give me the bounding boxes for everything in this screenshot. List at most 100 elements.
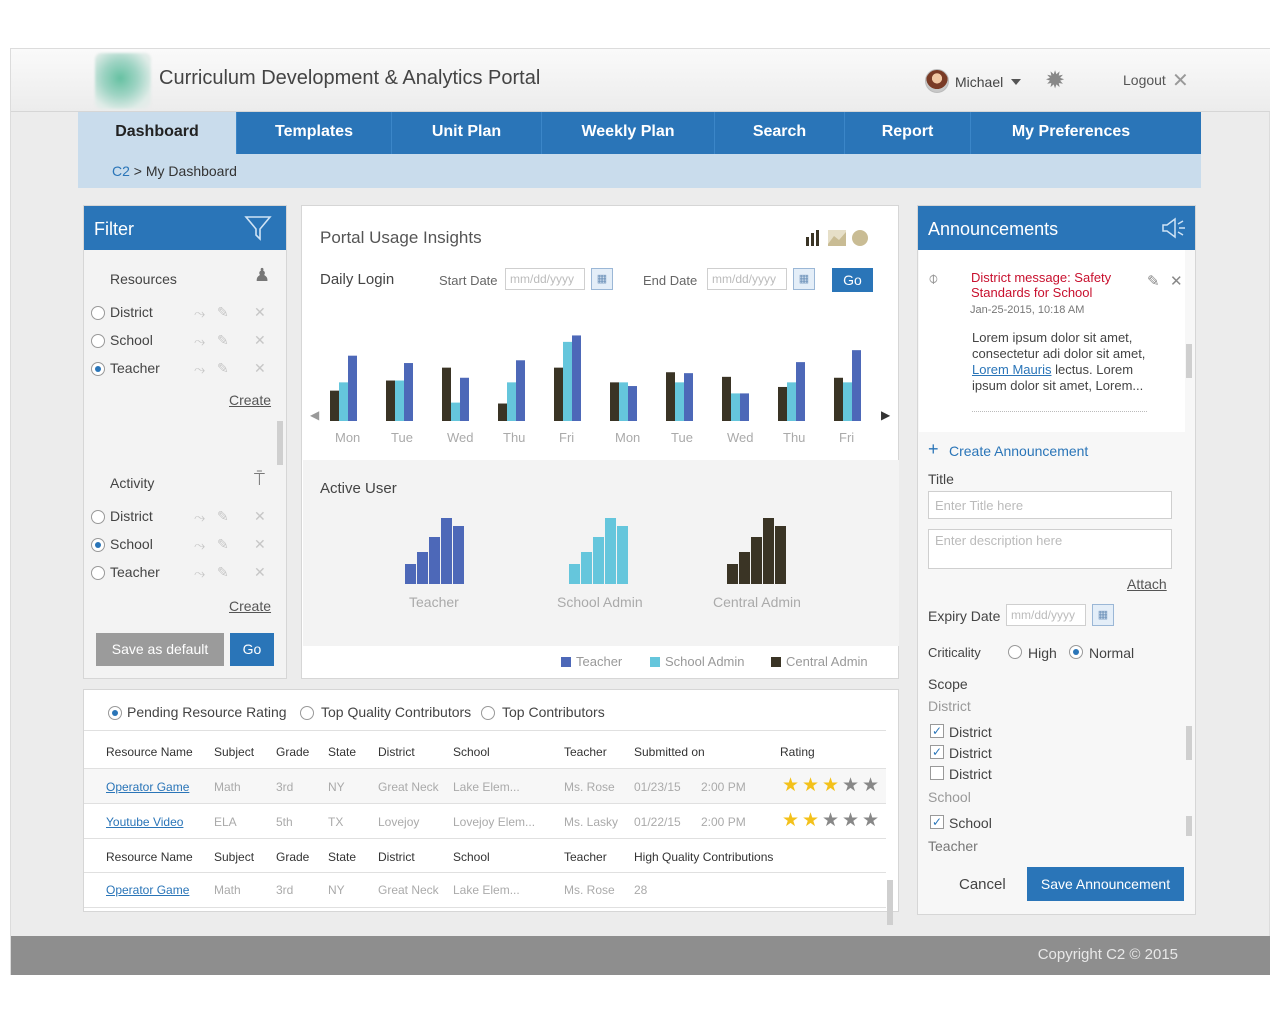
tab-top-contributors[interactable]: Top Contributors: [502, 704, 605, 720]
chevron-left-icon[interactable]: ◀: [310, 408, 320, 422]
filter-scrollbar[interactable]: [277, 421, 283, 465]
district-checkbox-2[interactable]: ✓: [930, 745, 944, 759]
edit-icon[interactable]: ✎: [217, 536, 229, 552]
star-icon[interactable]: ★: [822, 775, 840, 796]
nav-unit-plan[interactable]: Unit Plan: [392, 112, 542, 154]
close-icon[interactable]: ✕: [1170, 273, 1183, 290]
share-icon[interactable]: ⤳: [194, 537, 206, 553]
save-announcement-button[interactable]: Save Announcement: [1027, 867, 1184, 901]
star-icon[interactable]: ★: [842, 775, 860, 796]
activity-create-link[interactable]: Create: [229, 598, 272, 614]
district-checkbox-1[interactable]: ✓: [930, 724, 944, 738]
cancel-button[interactable]: Cancel: [959, 876, 1006, 893]
save-as-default-button[interactable]: Save as default: [96, 633, 224, 666]
delete-icon[interactable]: ✕: [254, 508, 266, 524]
title-input[interactable]: Enter Title here: [928, 491, 1172, 519]
message-link[interactable]: Lorem Mauris: [972, 362, 1052, 377]
tab-pending-resource-rating[interactable]: Pending Resource Rating: [127, 704, 287, 720]
filter-icon[interactable]: [244, 215, 272, 241]
chart-type-switcher[interactable]: [804, 228, 870, 248]
criticality-radio-high[interactable]: [1008, 645, 1022, 659]
insights-go-button[interactable]: Go: [832, 268, 873, 292]
share-icon[interactable]: ⤳: [194, 565, 206, 581]
daily-bar-teacher-1: [404, 363, 413, 421]
plus-icon[interactable]: +: [928, 439, 939, 459]
delete-icon[interactable]: ✕: [254, 332, 266, 348]
resources-radio-teacher[interactable]: [91, 362, 105, 376]
tab-top-quality-contributors[interactable]: Top Quality Contributors: [321, 704, 472, 720]
activity-radio-district[interactable]: [91, 510, 105, 524]
star-icon[interactable]: ★: [782, 775, 800, 796]
district-checkbox-3[interactable]: [930, 766, 944, 780]
star-icon[interactable]: ★: [842, 810, 860, 831]
user-name[interactable]: Michael: [955, 74, 1004, 90]
star-icon[interactable]: ★: [802, 775, 820, 796]
tab-radio-pending-rating[interactable]: [108, 706, 122, 720]
expiry-date-input[interactable]: mm/dd/yyyy: [1006, 604, 1086, 626]
nav-templates[interactable]: Templates: [237, 112, 392, 154]
delete-icon[interactable]: ✕: [254, 360, 266, 376]
share-icon[interactable]: ⤳: [194, 333, 206, 349]
cell-grade: 3rd: [276, 780, 294, 794]
chevron-down-icon[interactable]: [1011, 79, 1021, 85]
message-scrollbar[interactable]: [1186, 344, 1192, 378]
star-icon[interactable]: ★: [802, 810, 820, 831]
edit-icon[interactable]: ✎: [1147, 273, 1160, 290]
delete-icon[interactable]: ✕: [254, 304, 266, 320]
edit-icon[interactable]: ✎: [217, 332, 229, 348]
close-icon[interactable]: ✕: [1172, 70, 1189, 92]
user-avatar[interactable]: [925, 69, 949, 93]
legend-label: Central Admin: [786, 654, 868, 669]
nav-my-preferences[interactable]: My Preferences: [1011, 123, 1131, 140]
scope-scrollbar[interactable]: [1186, 726, 1192, 760]
chevron-right-icon[interactable]: ▶: [881, 408, 891, 422]
activity-radio-teacher[interactable]: [91, 566, 105, 580]
resource-name-link[interactable]: Operator Game: [106, 780, 190, 794]
create-announcement-link[interactable]: Create Announcement: [949, 443, 1089, 459]
table-row[interactable]: [84, 804, 886, 838]
activity-radio-school[interactable]: [91, 538, 105, 552]
edit-icon[interactable]: ✎: [217, 508, 229, 524]
tab-radio-top-contributors[interactable]: [481, 706, 495, 720]
star-icon[interactable]: ★: [862, 775, 880, 796]
calendar-icon[interactable]: ▦: [591, 268, 613, 290]
calendar-icon[interactable]: ▦: [1092, 604, 1114, 626]
nav-weekly-plan[interactable]: Weekly Plan: [542, 112, 715, 154]
resource-name-link[interactable]: Operator Game: [106, 883, 190, 897]
criticality-radio-normal[interactable]: [1069, 645, 1083, 659]
school-checkbox-1[interactable]: ✓: [930, 815, 944, 829]
resources-radio-district[interactable]: [91, 306, 105, 320]
tab-radio-top-quality[interactable]: [300, 706, 314, 720]
delete-icon[interactable]: ✕: [254, 564, 266, 580]
share-icon[interactable]: ⤳: [194, 305, 206, 321]
star-icon[interactable]: ★: [862, 810, 880, 831]
share-icon[interactable]: ⤳: [194, 509, 206, 525]
gear-icon[interactable]: ✹: [1045, 67, 1066, 94]
delete-icon[interactable]: ✕: [254, 536, 266, 552]
scope-scrollbar-lower[interactable]: [1186, 816, 1192, 836]
daily-bar-school-admin-3: [507, 382, 516, 421]
attach-link[interactable]: Attach: [1127, 576, 1167, 592]
start-date-input[interactable]: mm/dd/yyyy: [505, 268, 585, 290]
star-icon[interactable]: ★: [782, 810, 800, 831]
message-title[interactable]: District message: Safety Standards for S…: [971, 270, 1112, 300]
resource-name-link[interactable]: Youtube Video: [106, 815, 184, 829]
resources-radio-school[interactable]: [91, 334, 105, 348]
calendar-icon[interactable]: ▦: [793, 268, 815, 290]
share-icon[interactable]: ⤳: [194, 361, 206, 377]
edit-icon[interactable]: ✎: [217, 304, 229, 320]
breadcrumb-root[interactable]: C2: [112, 163, 130, 179]
edit-icon[interactable]: ✎: [217, 360, 229, 376]
edit-icon[interactable]: ✎: [217, 564, 229, 580]
star-icon[interactable]: ★: [822, 810, 840, 831]
end-date-input[interactable]: mm/dd/yyyy: [707, 268, 787, 290]
nav-dashboard[interactable]: Dashboard: [78, 112, 237, 154]
nav-search[interactable]: Search: [715, 112, 845, 154]
resources-create-link[interactable]: Create: [229, 392, 272, 408]
description-input[interactable]: Enter description here: [928, 529, 1172, 569]
nav-report[interactable]: Report: [845, 112, 971, 154]
table-row[interactable]: [84, 769, 886, 803]
logout-link[interactable]: Logout: [1123, 72, 1166, 88]
table-scrollbar[interactable]: [887, 880, 893, 925]
filter-go-button[interactable]: Go: [230, 633, 274, 666]
